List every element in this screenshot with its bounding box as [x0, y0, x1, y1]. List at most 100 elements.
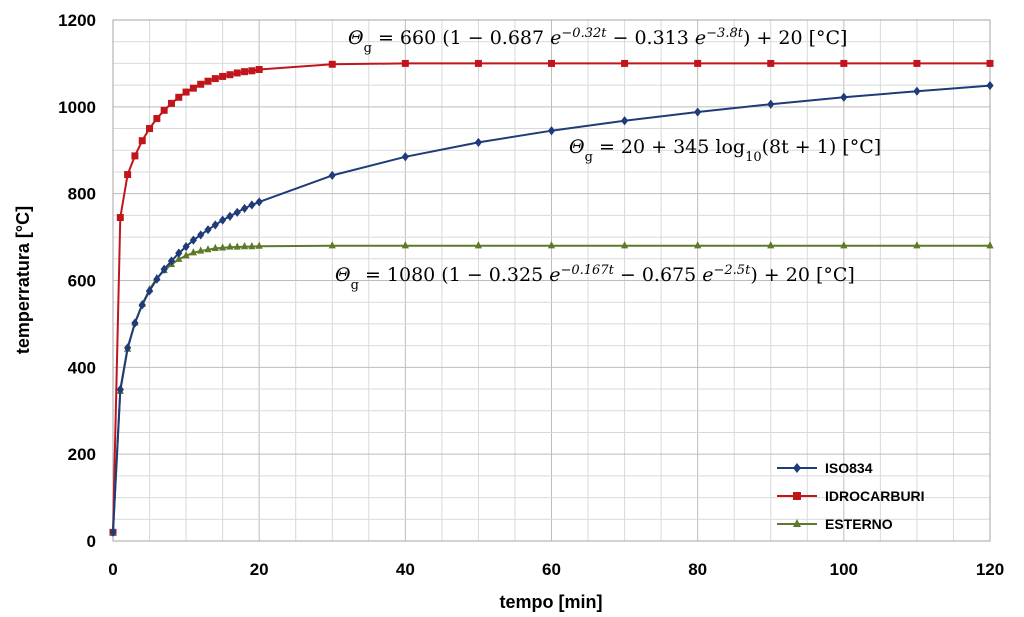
data-point: [547, 126, 556, 136]
legend-label: IDROCARBURI: [825, 488, 925, 504]
data-point: [328, 170, 336, 181]
data-point: [219, 215, 227, 225]
data-point: [175, 248, 183, 258]
data-point: [189, 235, 197, 245]
legend-marker: [793, 492, 801, 500]
data-point: [694, 241, 702, 249]
data-point: [328, 60, 336, 68]
data-point: [160, 106, 168, 114]
data-point: [226, 211, 234, 221]
data-point: [189, 248, 197, 256]
data-point: [547, 241, 556, 249]
formula-esterno: Θg = 1080 (1 − 0.325 e−0.167t − 0.675 e−…: [335, 263, 855, 293]
formula-text: Θg = 1080 (1 − 0.325 e−0.167t − 0.675 e−…: [335, 263, 855, 293]
plot-frame: [112, 19, 991, 542]
data-point: [621, 59, 629, 67]
y-tick-label: 200: [68, 445, 96, 464]
data-point: [124, 171, 132, 179]
y-tick-label: 0: [87, 532, 96, 551]
legend-label: ISO834: [825, 460, 873, 476]
data-point: [255, 197, 263, 207]
data-point: [204, 225, 212, 235]
data-point: [255, 65, 263, 73]
formula-idrocarburi: Θg = 660 (1 − 0.687 e−0.32t − 0.313 e−3.…: [348, 26, 847, 56]
x-tick-label: 40: [396, 560, 415, 579]
legend-marker: [793, 519, 801, 527]
data-point: [474, 59, 482, 67]
data-point: [153, 274, 161, 284]
grid: [112, 19, 991, 542]
series-layer: [109, 59, 994, 537]
data-point: [167, 256, 176, 266]
data-point: [328, 241, 336, 249]
y-tick-label: 800: [68, 185, 96, 204]
y-axis-title: temperratura [°C]: [13, 206, 33, 354]
data-point: [226, 242, 234, 250]
x-tick-label: 0: [108, 560, 117, 579]
legend-label: ESTERNO: [825, 516, 893, 532]
data-point: [548, 59, 555, 67]
y-tick-labels: 0 200 400 600 800 1000 1200: [58, 11, 96, 551]
x-tick-label: 80: [688, 560, 707, 579]
data-point: [986, 241, 994, 249]
x-tick-label: 100: [830, 560, 858, 579]
series-idrocarburi: [109, 59, 994, 536]
data-point: [767, 241, 775, 249]
data-point: [474, 137, 483, 148]
data-point: [131, 152, 139, 160]
data-point: [167, 99, 175, 107]
data-point: [233, 242, 241, 250]
data-point: [248, 67, 256, 75]
data-point: [138, 137, 146, 145]
data-point: [620, 241, 629, 249]
data-point: [182, 242, 190, 252]
x-tick-label: 20: [250, 560, 269, 579]
data-point: [146, 125, 154, 133]
data-point: [160, 264, 168, 274]
data-point: [767, 99, 775, 109]
data-point: [197, 246, 205, 254]
data-point: [219, 243, 227, 251]
data-point: [241, 68, 249, 76]
data-point: [986, 59, 994, 67]
data-point: [211, 75, 219, 83]
data-point: [189, 84, 197, 92]
data-point: [211, 243, 219, 251]
data-point: [694, 59, 702, 67]
data-point: [620, 116, 629, 126]
data-point: [182, 88, 190, 96]
data-point: [138, 300, 146, 310]
data-point: [131, 318, 139, 328]
formula-text: Θg = 660 (1 − 0.687 e−0.32t − 0.313 e−3.…: [348, 26, 847, 56]
data-point: [767, 59, 775, 67]
data-point: [175, 93, 183, 101]
data-point: [240, 203, 249, 214]
data-point: [913, 86, 921, 96]
legend: ISO834 IDROCARBURI ESTERNO: [777, 460, 925, 532]
x-tick-label: 60: [542, 560, 561, 579]
data-point: [153, 115, 161, 123]
data-point: [913, 241, 921, 249]
legend-item-esterno: ESTERNO: [777, 516, 893, 532]
data-point: [197, 80, 205, 88]
data-point: [401, 241, 409, 249]
data-point: [175, 254, 183, 262]
formula-iso834: Θg = 20 + 345 log10(8t + 1) [°C]: [569, 136, 881, 165]
legend-marker: [793, 463, 801, 473]
legend-item-iso834: ISO834: [777, 460, 873, 476]
data-point: [840, 59, 848, 67]
data-point: [204, 77, 212, 85]
y-tick-label: 1000: [58, 98, 96, 117]
y-tick-label: 400: [68, 358, 96, 377]
legend-item-idrocarburi: IDROCARBURI: [777, 488, 925, 504]
data-point: [240, 242, 249, 250]
formula-text: Θg = 20 + 345 log10(8t + 1) [°C]: [569, 136, 881, 165]
data-point: [840, 92, 848, 102]
data-point: [840, 241, 848, 249]
data-point: [116, 214, 124, 222]
data-point: [204, 245, 212, 253]
data-point: [116, 384, 124, 395]
data-point: [145, 286, 154, 296]
y-tick-label: 600: [68, 272, 96, 291]
